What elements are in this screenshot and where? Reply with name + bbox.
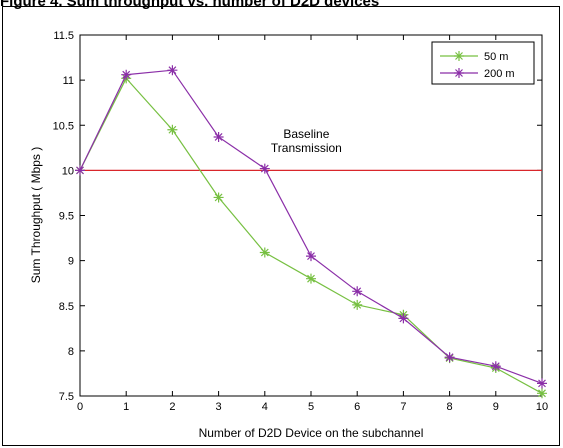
data-point-marker (490, 361, 501, 372)
chart-frame (2, 6, 560, 446)
annotation-line1: Baseline (283, 127, 329, 141)
y-tick-label: 9 (68, 256, 74, 268)
y-tick-label: 9.5 (59, 211, 74, 223)
x-tick-label: 2 (169, 401, 175, 413)
data-point-marker (121, 69, 132, 80)
caption-fragment: Figure 4. Sum throughput vs. number of D… (0, 0, 563, 12)
series-line (79, 77, 543, 394)
data-point-marker (537, 388, 547, 399)
data-point-marker (259, 163, 270, 174)
legend-label: 200 m (484, 68, 515, 80)
x-tick-label: 8 (447, 401, 453, 413)
y-tick-label: 7.5 (59, 391, 74, 403)
x-tick-label: 6 (354, 401, 360, 413)
data-point-marker (306, 273, 316, 284)
data-point-marker (454, 51, 464, 61)
data-point-marker (75, 165, 85, 176)
x-tick-label: 4 (262, 401, 268, 413)
data-point-marker (398, 313, 409, 324)
legend-box (431, 41, 535, 85)
x-tick-label: 9 (493, 401, 499, 413)
x-tick-label: 1 (123, 401, 129, 413)
x-tick-label: 3 (216, 401, 222, 413)
data-point-marker (167, 124, 178, 135)
x-tick-label: 7 (400, 401, 406, 413)
x-tick-label: 10 (536, 401, 548, 413)
data-point-marker (352, 286, 363, 297)
series-0 (75, 73, 547, 399)
data-point-marker (306, 251, 316, 262)
y-axis-label: Sum Throughput ( Mbps ) (29, 147, 43, 284)
data-point-marker (259, 247, 270, 258)
y-tick-label: 8 (68, 346, 74, 358)
series-layer (75, 65, 547, 399)
x-axis-ticks: 0 1 2 3 4 5 6 7 8 9 10 (77, 35, 548, 413)
y-tick-label: 11.5 (53, 30, 74, 42)
y-tick-label: 11 (63, 75, 74, 87)
plot-box (79, 34, 543, 397)
legend-label: 50 m (484, 51, 508, 63)
plot-area (79, 34, 543, 397)
y-axis-ticks: 7.5 8 8.5 9 9.5 10 10.5 11 11.5 (53, 30, 542, 403)
data-point-marker (352, 299, 363, 310)
x-axis-label: Number of D2D Device on the subchannel (199, 426, 424, 440)
caption-text: Figure 4. Sum throughput vs. number of D… (0, 0, 380, 10)
series-1 (75, 65, 547, 389)
y-tick-label: 8.5 (59, 301, 74, 313)
x-tick-label: 5 (308, 401, 314, 413)
y-tick-label: 10.5 (53, 120, 74, 132)
x-tick-label: 0 (77, 401, 83, 413)
data-point-marker (444, 352, 455, 363)
data-point-marker (454, 68, 464, 78)
data-point-marker (167, 65, 178, 76)
data-point-marker (213, 192, 224, 203)
data-point-marker (213, 131, 224, 142)
legend: 50 m 200 m (431, 41, 535, 85)
annotation-line2: Transmission (271, 141, 342, 155)
y-tick-label: 10 (62, 165, 74, 177)
series-line (79, 69, 543, 384)
data-point-marker (537, 378, 547, 389)
